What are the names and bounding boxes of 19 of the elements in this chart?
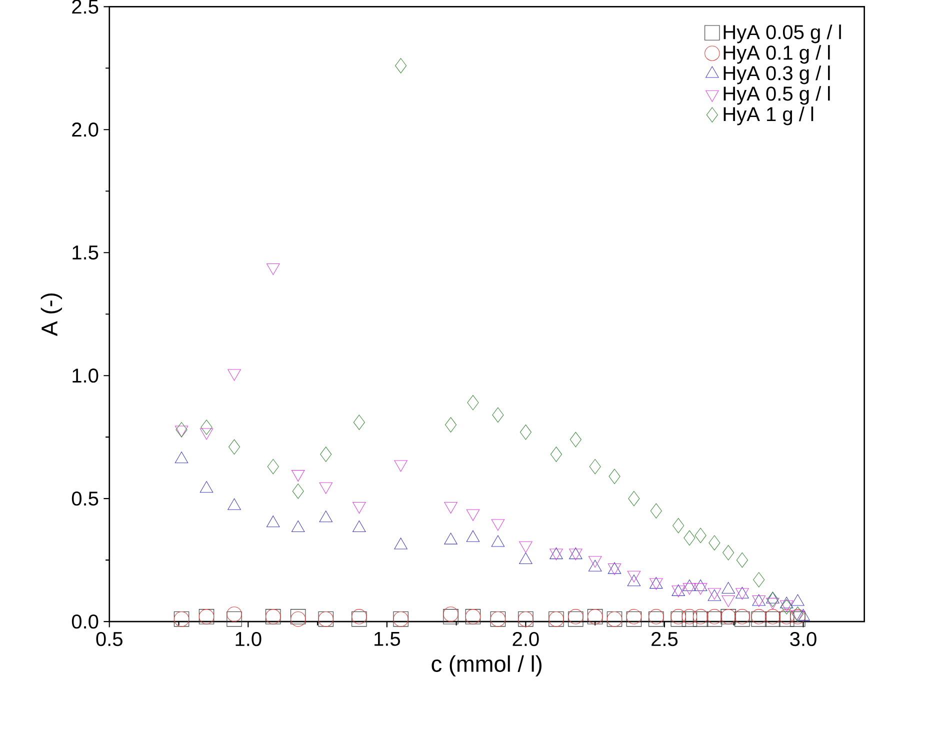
- y-tick-label: 2.5: [72, 0, 98, 14]
- legend-label: HyA 0.5 g / l: [724, 86, 830, 105]
- y-tick-label: 0.5: [72, 492, 98, 506]
- y-axis-title: A (-): [40, 294, 62, 336]
- x-tick-label: 1.5: [374, 632, 400, 646]
- x-tick-label: 2.5: [652, 632, 678, 646]
- y-tick-label: 0.0: [72, 614, 98, 629]
- x-tick-label: 0.5: [96, 632, 122, 646]
- y-tick-label: 1.5: [72, 246, 98, 260]
- x-tick-label: 3.0: [790, 632, 816, 646]
- x-tick-label: 1.0: [236, 632, 262, 646]
- x-axis-title: c (mmol / l): [432, 655, 542, 676]
- legend-label: HyA 0.3 g / l: [724, 66, 830, 84]
- y-tick-label: 1.0: [72, 368, 98, 383]
- legend-label: HyA 0.05 g / l: [724, 24, 841, 44]
- legend-label: HyA 0.1 g / l: [724, 45, 830, 64]
- legend-label: HyA 1 g / l: [724, 106, 814, 126]
- y-tick-label: 2.0: [72, 122, 98, 137]
- x-tick-label: 2.0: [512, 632, 539, 646]
